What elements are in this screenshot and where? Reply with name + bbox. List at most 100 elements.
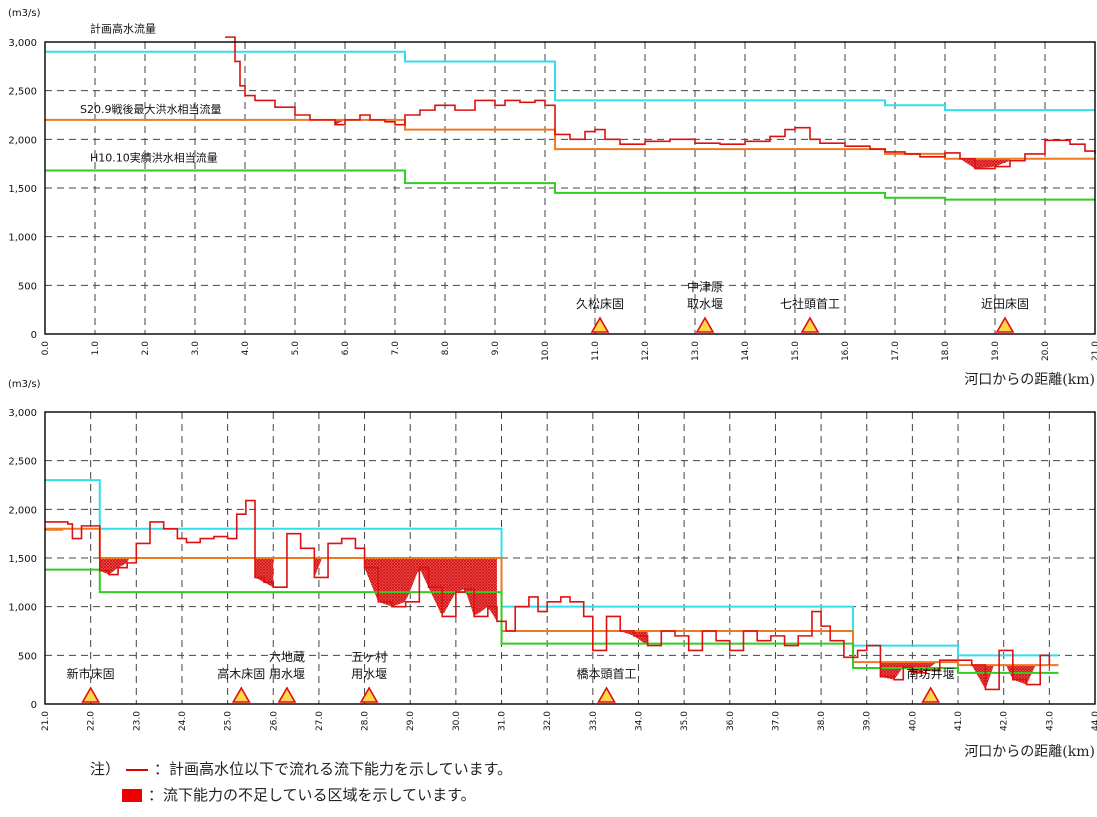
shortage-area-swatch (122, 789, 142, 802)
series-annotation: H10.10実績洪水相当流量 (90, 151, 218, 165)
y-tick-label: 500 (18, 281, 37, 292)
series-annotation: 計画高水流量 (90, 21, 156, 35)
y-tick-label: 1,000 (8, 603, 37, 614)
x-tick-label: 33.0 (589, 711, 599, 731)
x-tick-label: 8.0 (441, 341, 451, 356)
x-tick-label: 42.0 (1000, 711, 1010, 731)
x-tick-label: 3.0 (191, 341, 201, 356)
structure-label: 七社頭首工 (780, 296, 840, 311)
x-tick-label: 40.0 (908, 711, 918, 731)
legend-box-text: ：流下能力の不足している区域を示しています。 (148, 786, 476, 804)
x-tick-label: 23.0 (132, 711, 142, 731)
legend-line-row: 注） ：計画高水位以下で流れる流下能力を示しています。 (90, 758, 512, 779)
y-tick-label: 1,000 (8, 233, 37, 244)
structure-label: 用水堰 (351, 667, 387, 681)
y-tick-label: 1,500 (8, 184, 37, 195)
structure-label: 用水堰 (269, 667, 305, 681)
y-tick-label: 3,000 (8, 38, 37, 49)
x-tick-label: 34.0 (634, 711, 644, 731)
x-tick-label: 11.0 (591, 341, 601, 361)
structure-label: 近田床固 (981, 297, 1029, 311)
plot-frame (44, 41, 1096, 335)
x-tick-label: 41.0 (954, 711, 964, 731)
chart-panel-lower: 0 500 1,000 1,500 2,000 2,500 3,000 21.0 22.0 23.… (8, 379, 1097, 760)
structure-label: 中津原 (687, 279, 723, 294)
structure-label: 取水堰 (687, 297, 723, 311)
capacity-line-swatch (126, 768, 149, 771)
y-tick-label: 2,500 (8, 87, 37, 98)
legend-box-row: ：流下能力の不足している区域を示しています。 (90, 784, 476, 805)
shortage-area (880, 662, 940, 680)
structure-label: 高木床固 (217, 666, 265, 681)
y-tick-label: 1,500 (8, 554, 37, 565)
structure-marker-icon (695, 316, 715, 333)
structure-marker-icon (800, 316, 820, 333)
x-tick-label: 5.0 (291, 341, 301, 356)
x-tick-label: 9.0 (491, 341, 501, 356)
x-axis-label: 河口からの距離(km) (964, 743, 1095, 760)
x-tick-label: 44.0 (1091, 711, 1097, 731)
y-tick-label: 0 (31, 330, 37, 341)
x-tick-label: 28.0 (361, 711, 371, 731)
shortage-area (971, 665, 1041, 690)
x-tick-label: 29.0 (406, 711, 416, 731)
structure-label: 新市床固 (67, 666, 115, 681)
x-tick-label: 14.0 (741, 341, 751, 361)
x-tick-label: 10.0 (541, 341, 551, 361)
x-tick-label: 20.0 (1041, 341, 1051, 361)
structure-marker-icon (921, 686, 941, 703)
capacity-line (225, 36, 1096, 170)
x-tick-label: 18.0 (941, 341, 951, 361)
legend-note-prefix: 注） (90, 760, 121, 778)
x-tick-label: 31.0 (498, 711, 508, 731)
flow-series-line (45, 479, 1059, 657)
x-tick-label: 24.0 (178, 711, 188, 731)
x-tick-label: 4.0 (241, 341, 251, 356)
shortage-area (314, 558, 329, 578)
y-tick-label: 3,000 (8, 408, 37, 419)
shortage-area (255, 558, 274, 588)
x-tick-label: 25.0 (224, 711, 234, 731)
x-tick-label: 27.0 (315, 711, 325, 731)
x-tick-label: 32.0 (543, 711, 553, 731)
x-tick-label: 21.0 (41, 711, 51, 731)
x-tick-label: 1.0 (91, 341, 101, 356)
x-tick-label: 21.0 (1091, 341, 1097, 361)
chart-panel-upper: 0 500 1,000 1,500 2,000 2,500 3,000 0.0 1.0 2.0 3.… (8, 8, 1097, 388)
x-tick-label: 15.0 (791, 341, 801, 361)
x-tick-label: 26.0 (269, 711, 279, 731)
structure-marker-icon (277, 686, 297, 703)
x-tick-label: 22.0 (87, 711, 97, 731)
x-tick-label: 7.0 (391, 341, 401, 356)
x-tick-label: 2.0 (141, 341, 151, 356)
x-tick-label: 12.0 (641, 341, 651, 361)
legend-line-text: ：計画高水位以下で流れる流下能力を示しています。 (154, 760, 513, 778)
flow-series-line (45, 169, 1095, 201)
x-tick-label: 43.0 (1045, 711, 1055, 731)
structure-label: 南坊井堰 (907, 666, 955, 681)
x-tick-label: 13.0 (691, 341, 701, 361)
shortage-area (364, 558, 497, 622)
y-tick-label: 2,000 (8, 135, 37, 146)
x-tick-label: 0.0 (41, 341, 51, 356)
structure-marker-icon (81, 686, 101, 703)
structure-label: 久松床固 (576, 297, 624, 311)
structure-marker-icon (231, 686, 251, 703)
y-tick-label: 2,000 (8, 505, 37, 516)
structure-marker-icon (590, 316, 610, 333)
x-tick-label: 37.0 (771, 711, 781, 731)
shortage-area (335, 119, 360, 125)
structure-label: 六地蔵 (269, 650, 305, 664)
y-tick-label: 2,500 (8, 457, 37, 468)
x-tick-label: 35.0 (680, 711, 690, 731)
capacity-line (45, 499, 1051, 691)
x-tick-label: 6.0 (341, 341, 351, 356)
x-tick-label: 17.0 (891, 341, 901, 361)
structure-marker-icon (359, 686, 379, 703)
y-tick-label: 500 (18, 651, 37, 662)
x-tick-label: 16.0 (841, 341, 851, 361)
flow-series-line (45, 50, 1095, 112)
x-tick-label: 19.0 (991, 341, 1001, 361)
structure-marker-icon (597, 686, 616, 703)
